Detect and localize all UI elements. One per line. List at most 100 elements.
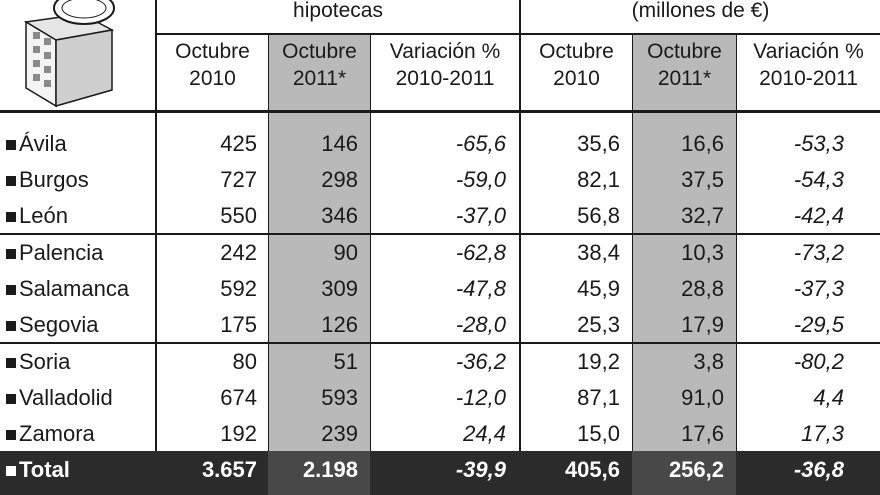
column-header: Variación % 2010-2011 <box>389 40 501 90</box>
value-cell: -73,2 <box>793 240 844 265</box>
bullet-icon <box>6 321 16 331</box>
grid-line <box>736 35 737 451</box>
bullet-icon <box>6 212 16 222</box>
total-value: 2.198 <box>302 457 358 482</box>
value-cell: -29,5 <box>793 312 844 337</box>
column-header: Variación % 2010-2011 <box>753 40 864 90</box>
bullet-icon <box>6 394 16 404</box>
province-cell: Zamora <box>6 416 95 452</box>
value-cell: -37,3 <box>793 276 844 301</box>
total-value: 405,6 <box>564 457 620 482</box>
table-row: León 550 346 -37,0 56,8 32,7 -42,4 <box>0 198 880 234</box>
grid-line <box>370 35 371 451</box>
value-cell: 51 <box>333 349 358 374</box>
highlight-column-hipotecas-2011 <box>268 35 370 451</box>
province-cell: León <box>6 198 68 234</box>
value-cell: -59,0 <box>455 167 506 192</box>
grid-line <box>268 35 269 451</box>
value-cell: 56,8 <box>577 203 620 228</box>
column-header: Octubre 2011* <box>647 40 722 90</box>
group-title-hipotecas: hipotecas <box>293 0 383 22</box>
value-cell: 727 <box>220 167 257 192</box>
value-cell: 346 <box>321 203 358 228</box>
grid-line <box>519 0 521 451</box>
highlight-cell <box>268 451 370 495</box>
table-row: Palencia 242 90 -62,8 38,4 10,3 -73,2 <box>0 235 880 271</box>
bullet-icon <box>6 176 16 186</box>
grid-line <box>0 110 880 113</box>
province-cell: Burgos <box>6 162 89 198</box>
value-cell: 425 <box>220 131 257 156</box>
bullet-icon <box>6 358 16 368</box>
value-cell: 242 <box>220 240 257 265</box>
value-cell: -80,2 <box>793 349 844 374</box>
value-cell: 35,6 <box>577 131 620 156</box>
value-cell: 4,4 <box>813 385 844 410</box>
province-cell: Ávila <box>6 126 67 162</box>
value-cell: 239 <box>321 421 358 446</box>
total-value: 256,2 <box>668 457 724 482</box>
value-cell: -28,0 <box>455 312 506 337</box>
table-row: Segovia 175 126 -28,0 25,3 17,9 -29,5 <box>0 307 880 343</box>
value-cell: 24,4 <box>463 421 506 446</box>
value-cell: -36,2 <box>455 349 506 374</box>
total-value: 3.657 <box>201 457 257 482</box>
table-row: Ávila 425 146 -65,6 35,6 16,6 -53,3 <box>0 126 880 162</box>
grid-line <box>155 0 157 451</box>
bullet-icon <box>6 285 16 295</box>
value-cell: 17,9 <box>681 312 724 337</box>
value-cell: 25,3 <box>577 312 620 337</box>
value-cell: 3,8 <box>693 349 724 374</box>
value-cell: 17,3 <box>801 421 844 446</box>
value-cell: -53,3 <box>793 131 844 156</box>
value-cell: -65,6 <box>455 131 506 156</box>
value-cell: -47,8 <box>455 276 506 301</box>
value-cell: 19,2 <box>577 349 620 374</box>
bullet-icon <box>6 249 16 259</box>
value-cell: 175 <box>220 312 257 337</box>
value-cell: 15,0 <box>577 421 620 446</box>
value-cell: 91,0 <box>681 385 724 410</box>
bullet-icon <box>6 140 16 150</box>
table-row: Salamanca 592 309 -47,8 45,9 28,8 -37,3 <box>0 271 880 307</box>
column-header: Octubre 2010 <box>539 40 614 90</box>
value-cell: 90 <box>333 240 358 265</box>
province-cell: Valladolid <box>6 380 113 416</box>
value-cell: 550 <box>220 203 257 228</box>
value-cell: 309 <box>321 276 358 301</box>
value-cell: -12,0 <box>455 385 506 410</box>
value-cell: 592 <box>220 276 257 301</box>
value-cell: 192 <box>220 421 257 446</box>
province-cell: Palencia <box>6 235 103 271</box>
value-cell: 38,4 <box>577 240 620 265</box>
value-cell: 80 <box>232 349 257 374</box>
grid-line <box>632 35 633 451</box>
group-title-importe: (millones de €) <box>631 0 770 22</box>
value-cell: 10,3 <box>681 240 724 265</box>
value-cell: 674 <box>220 385 257 410</box>
value-cell: -62,8 <box>455 240 506 265</box>
value-cell: 28,8 <box>681 276 724 301</box>
bullet-icon <box>6 430 16 440</box>
value-cell: 37,5 <box>681 167 724 192</box>
value-cell: 146 <box>321 131 358 156</box>
value-cell: 45,9 <box>577 276 620 301</box>
value-cell: 593 <box>321 385 358 410</box>
value-cell: 87,1 <box>577 385 620 410</box>
province-cell: Salamanca <box>6 271 129 307</box>
highlight-cell <box>632 451 736 495</box>
total-value: -39,9 <box>455 457 506 482</box>
province-cell: Segovia <box>6 307 99 343</box>
value-cell: 126 <box>321 312 358 337</box>
total-value: -36,8 <box>793 457 844 482</box>
value-cell: -42,4 <box>793 203 844 228</box>
column-header: Octubre 2011* <box>282 40 357 90</box>
grid-line <box>0 233 880 235</box>
value-cell: -37,0 <box>455 203 506 228</box>
value-cell: 17,6 <box>681 421 724 446</box>
bullet-icon <box>6 466 16 476</box>
total-row: Total 3.657 2.198 -39,9 405,6 256,2 -36,… <box>0 451 880 495</box>
table-row: Zamora 192 239 24,4 15,0 17,6 17,3 <box>0 416 880 452</box>
column-header: Octubre 2010 <box>175 40 250 90</box>
grid-line <box>155 33 880 35</box>
